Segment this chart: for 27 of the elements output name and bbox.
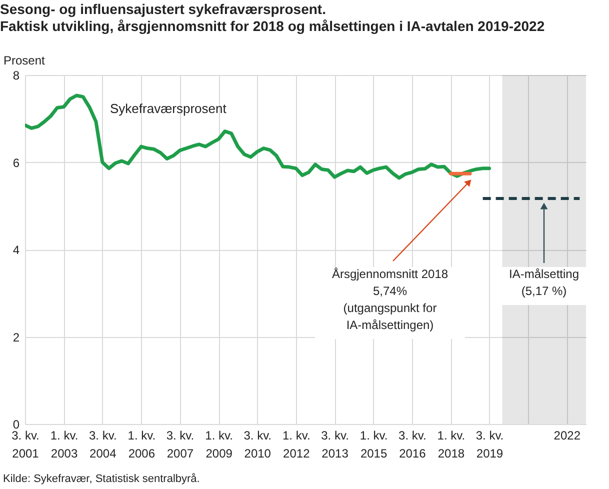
line-series [25,94,491,180]
x-tick-label: 3. kv. 2007 [166,428,194,460]
x-tick-label: 3. kv. 2019 [476,428,504,460]
y-tick-label: 8 [12,68,20,82]
y-axis-title: Prosent [4,54,46,68]
x-tick-label: 2022 [554,428,581,442]
x-tick-label: 3. kv. 2004 [89,428,117,460]
chart-title: Sesong- og influensajustert sykefraværsprosent. [0,1,326,17]
y-tick-label: 4 [12,243,20,257]
annotation: IA-målsetting (5,17 %) [508,267,580,298]
chart-subtitle: Faktisk utvikling, årsgjennomsnitt for 2018 og målsettingen i IA-avtalen 2019-2022 [0,18,545,34]
text: Kilde: Sykefravær, Statistisk sentralbyrå. [3,473,200,485]
x-tick-label: 3. kv. 2001 [12,428,40,460]
x-tick-label: 1. kv. 2009 [205,428,233,460]
y-tick-label: 6 [12,156,20,170]
x-tick-label: 1. kv. 2012 [282,428,310,460]
x-tick-label: 1. kv. 2006 [128,428,156,460]
x-tick-label: 1. kv. 2015 [360,428,388,460]
x-tick-label: 1. kv. 2003 [50,428,78,460]
series-label: Sykefraværsprosent [110,101,227,116]
x-tick-label: 3. kv. 2010 [244,428,272,460]
annotation: Årsgjennomsnitt 2018 5,74% (utgangspunkt for IA-målsettingen) [332,267,448,332]
y-tick-label: 0 [12,418,20,432]
x-tick-label: 1. kv. 2018 [437,428,466,460]
x-tick-label: 3. kv. 2013 [321,428,349,460]
x-tick-label: 3. kv. 2016 [398,428,426,460]
y-tick-label: 2 [12,330,20,344]
